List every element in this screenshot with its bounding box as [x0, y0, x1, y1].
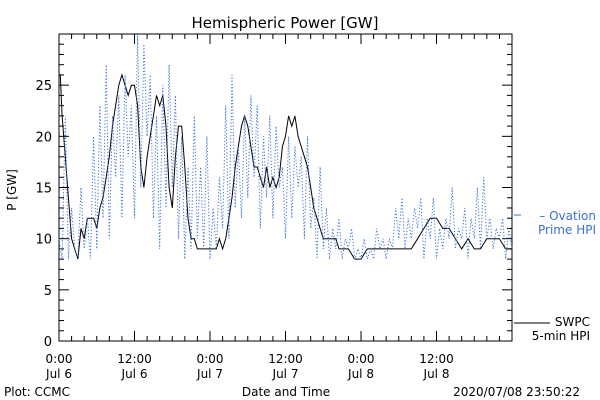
ovation-prime-hpi-line	[58, 33, 513, 260]
chart-title: Hemispheric Power [GW]	[192, 14, 379, 32]
swpc-legend-label: SWPC	[555, 315, 590, 329]
x-tick-date-label: Jul 7	[196, 367, 223, 381]
y-tick-label: 0	[44, 335, 52, 350]
plot-timestamp: 2020/07/08 23:50:22	[453, 385, 580, 399]
x-tick-time-label: 0:00	[348, 352, 375, 366]
x-tick-date-label: Jul 8	[423, 367, 450, 381]
x-tick-time-label: 12:00	[117, 352, 152, 366]
y-axis-label: P [GW]	[5, 169, 19, 211]
ovation-legend-label: Prime HPI	[538, 223, 596, 237]
series-layer	[58, 33, 513, 260]
x-tick-date-label: Jul 6	[45, 367, 72, 381]
swpc-legend-label: 5-min HPI	[532, 329, 590, 343]
x-tick-date-label: Jul 8	[347, 367, 374, 381]
y-tick-label: 10	[35, 233, 52, 248]
y-axis-ticks: 0 5 10 15 20 25	[35, 43, 512, 350]
plot-credit: Plot: CCMC	[4, 385, 70, 399]
x-tick-date-label: Jul 6	[121, 367, 148, 381]
y-tick-label: 20	[35, 130, 52, 145]
y-tick-label: 25	[35, 79, 52, 94]
x-tick-time-label: 12:00	[268, 352, 303, 366]
x-axis-label: Date and Time	[242, 385, 330, 399]
x-tick-time-label: 0:00	[46, 352, 73, 366]
y-tick-label: 15	[35, 182, 52, 197]
ovation-legend-label: – Ovation	[539, 209, 596, 223]
swpc-hpi-line	[59, 73, 512, 260]
x-tick-time-label: 12:00	[419, 352, 454, 366]
x-tick-time-label: 0:00	[197, 352, 224, 366]
x-tick-date-label: Jul 7	[272, 367, 299, 381]
plot-frame	[58, 33, 513, 342]
y-tick-label: 5	[44, 284, 52, 299]
